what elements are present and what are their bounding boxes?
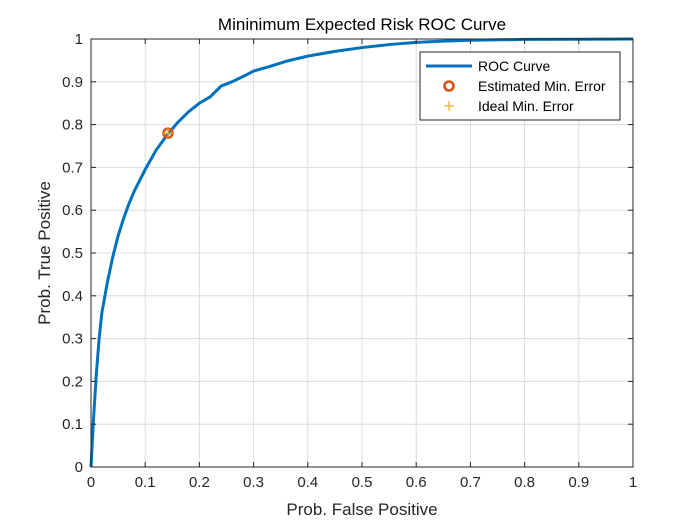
legend-estimated-label: Estimated Min. Error — [478, 78, 606, 94]
y-tick-label: 0.7 — [62, 159, 83, 176]
y-tick-label: 0 — [75, 459, 83, 476]
ideal-min-error-marker — [162, 128, 173, 139]
x-tick-label: 0.8 — [514, 474, 535, 491]
legend-ideal-label: Ideal Min. Error — [478, 98, 574, 114]
x-tick-label: 0.2 — [189, 474, 210, 491]
legend-roc-label: ROC Curve — [478, 58, 551, 74]
x-tick-label: 1 — [629, 474, 637, 491]
y-tick-label: 0.4 — [62, 288, 83, 305]
legend-estimated-marker — [443, 80, 455, 92]
roc-curve-line — [89, 37, 634, 468]
x-tick-label: 0.1 — [135, 474, 156, 491]
x-axis-title: Prob. False Positive — [286, 500, 437, 519]
y-axis-title: Prob. True Positive — [35, 181, 54, 325]
chart-title: Mininimum Expected Risk ROC Curve — [218, 15, 506, 34]
x-tick-label: 0.5 — [352, 474, 373, 491]
x-tick-label: 0.9 — [568, 474, 589, 491]
legend: ROC Curve Estimated Min. Error Ideal Min… — [419, 51, 621, 121]
y-tick-label: 0.9 — [62, 74, 83, 91]
x-tick-label: 0.4 — [297, 474, 318, 491]
y-tick-label: 1 — [75, 31, 83, 48]
x-tick-label: 0.3 — [243, 474, 264, 491]
x-tick-label: 0.7 — [460, 474, 481, 491]
y-tick-label: 0.1 — [62, 416, 83, 433]
x-tick-label: 0.6 — [406, 474, 427, 491]
y-tick-label: 0.2 — [62, 373, 83, 390]
y-tick-label: 0.5 — [62, 245, 83, 262]
y-tick-label: 0.6 — [62, 202, 83, 219]
y-tick-label: 0.3 — [62, 331, 83, 348]
y-tick-label: 0.8 — [62, 117, 83, 134]
axis-ticks: 0 0.1 0.2 0.3 0.4 0.5 0.6 0.7 0.8 0.9 1 0 0.1 0.2 0.3 0… — [62, 31, 637, 491]
series-layer — [89, 37, 634, 468]
legend-ideal-marker — [444, 101, 454, 111]
x-tick-label: 0 — [87, 474, 95, 491]
